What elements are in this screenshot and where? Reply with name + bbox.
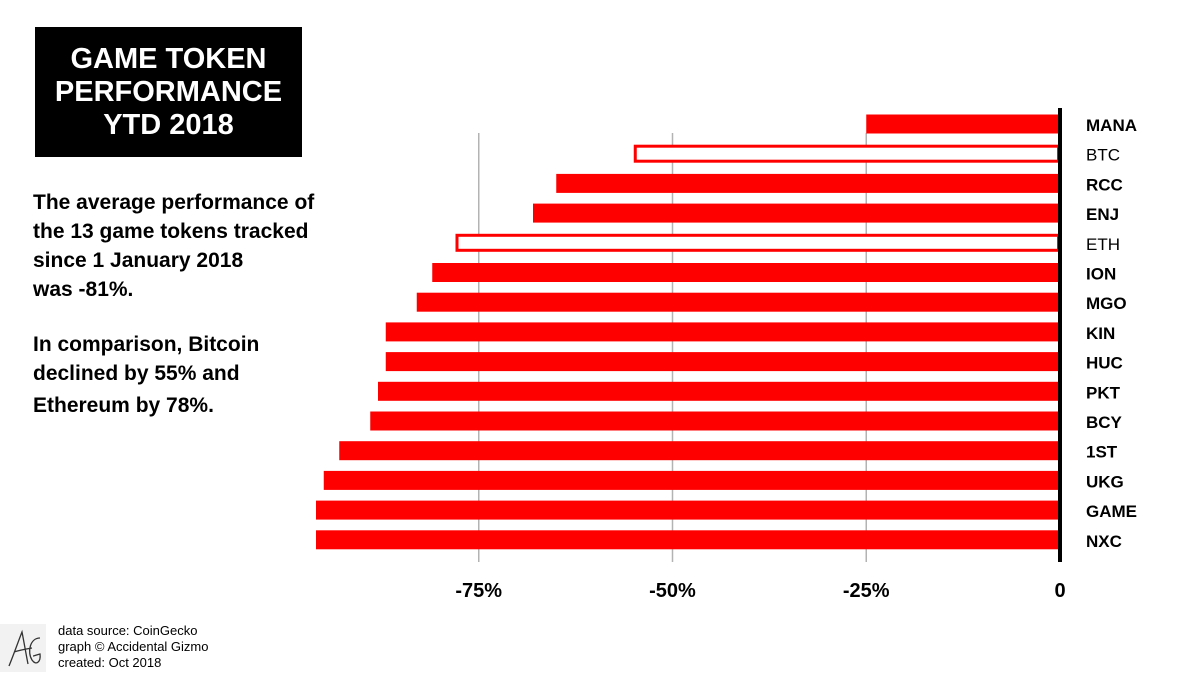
category-label-mgo: MGO	[1086, 294, 1127, 313]
bar-ion	[432, 263, 1060, 282]
category-label-btc: BTC	[1086, 146, 1120, 165]
signature-logo	[0, 624, 46, 672]
description-paragraph-average: The average performance of the 13 game t…	[33, 188, 373, 304]
description-line: was -81%.	[33, 278, 134, 301]
bar-kin	[385, 322, 1060, 342]
bar-nxc	[316, 530, 1060, 550]
title-line-2: PERFORMANCE	[54, 75, 283, 108]
bar-enj	[533, 203, 1060, 223]
category-label-huc: HUC	[1086, 354, 1123, 373]
description: The average performance of the 13 game t…	[33, 188, 373, 420]
created-date: created: Oct 2018	[58, 655, 162, 670]
bar-1st	[339, 441, 1060, 461]
footer: data source: CoinGecko graph © Accidenta…	[58, 623, 208, 671]
bar-huc	[385, 352, 1060, 372]
description-line: Ethereum by 78%.	[33, 394, 214, 417]
category-label-kin: KIN	[1086, 324, 1115, 343]
bar-rcc	[556, 173, 1060, 193]
x-tick-label: 0	[1054, 580, 1065, 602]
description-line: The average performance of	[33, 191, 315, 214]
category-label-enj: ENJ	[1086, 205, 1119, 224]
category-label-bcy: BCY	[1086, 413, 1123, 432]
category-label-eth: ETH	[1086, 235, 1120, 254]
x-tick-label: -25%	[843, 580, 890, 602]
bar-mgo	[416, 292, 1060, 312]
category-labels: MANA BTC RCC ENJ ETH ION MGO KIN HUC PKT BCY 1ST UKG…	[1086, 116, 1137, 551]
credit: graph © Accidental Gizmo	[58, 639, 209, 654]
x-tick-label: -50%	[649, 580, 696, 602]
category-label-ion: ION	[1086, 265, 1116, 284]
bars	[316, 114, 1060, 550]
chart-title: GAME TOKEN PERFORMANCE YTD 2018	[55, 43, 282, 142]
x-tick-labels: -75% -50% -25% 0	[455, 580, 1065, 602]
category-label-pkt: PKT	[1086, 383, 1121, 402]
bar-pkt	[378, 381, 1060, 401]
title-box: GAME TOKEN PERFORMANCE YTD 2018	[35, 27, 302, 157]
signature-icon	[8, 629, 41, 667]
data-source: data source: CoinGecko	[58, 623, 198, 638]
bar-game	[316, 500, 1060, 520]
description-line: the 13 game tokens tracked	[33, 220, 309, 243]
x-tick-label: -75%	[455, 580, 502, 602]
category-label-mana: MANA	[1086, 116, 1137, 135]
title-line-1: GAME TOKEN	[70, 42, 267, 75]
category-label-rcc: RCC	[1086, 175, 1123, 194]
description-line: since 1 January 2018	[33, 249, 244, 272]
bar-bcy	[370, 411, 1060, 431]
title-line-3: YTD 2018	[103, 108, 234, 141]
bar-ukg	[323, 470, 1060, 490]
category-label-ukg: UKG	[1086, 472, 1124, 491]
category-label-nxc: NXC	[1086, 532, 1122, 551]
category-label-game: GAME	[1086, 502, 1137, 521]
description-paragraph-comparison: In comparison, Bitcoin declined by 55% a…	[33, 330, 373, 420]
description-line: In comparison, Bitcoin	[33, 333, 260, 356]
description-line: declined by 55% and	[33, 362, 240, 385]
bar-eth	[455, 233, 1060, 252]
bar-mana	[866, 114, 1060, 134]
bar-btc	[633, 144, 1060, 163]
gridlines	[478, 133, 867, 562]
category-label-1st: 1ST	[1086, 443, 1118, 462]
